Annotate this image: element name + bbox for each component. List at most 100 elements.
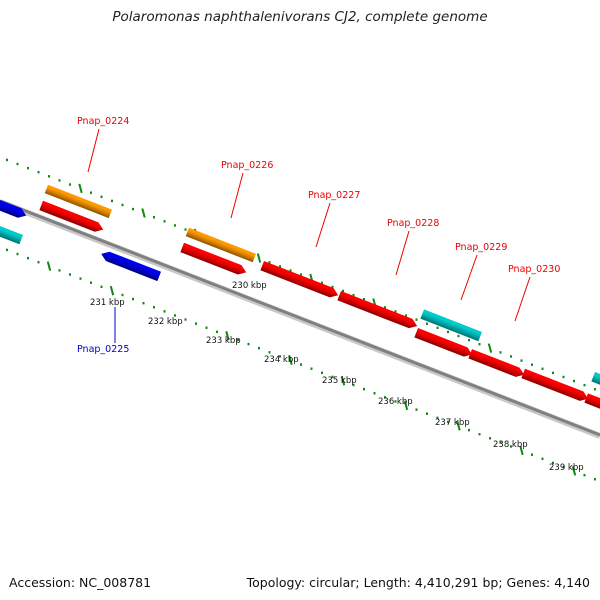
- gene-label-pointer: [230, 172, 244, 219]
- genome-summary-text: Topology: circular; Length: 4,410,291 bp…: [246, 575, 590, 590]
- scale-label: 237 kbp: [435, 418, 470, 428]
- lower-scale-minor-tick: [247, 342, 250, 346]
- upper-scale-minor-tick: [37, 171, 40, 174]
- lower-scale-major-tick: [571, 466, 577, 476]
- lower-scale-minor-tick: [415, 408, 418, 411]
- lower-scale-minor-tick: [321, 371, 323, 374]
- lower-scale-major-tick: [109, 285, 115, 296]
- lower-scale-major-tick: [340, 376, 346, 386]
- upper-scale-minor-tick: [594, 388, 596, 391]
- upper-scale-minor-tick: [289, 269, 292, 272]
- upper-scale-minor-tick: [121, 203, 124, 207]
- upper-scale-minor-tick: [16, 162, 19, 166]
- upper-scale-minor-tick: [342, 289, 344, 293]
- scale-label: 230 kbp: [232, 281, 267, 291]
- lower-scale-major-tick: [456, 421, 461, 431]
- scale-label: 234 kbp: [264, 355, 299, 365]
- upper-scale-minor-tick: [573, 379, 575, 383]
- upper-scale-minor-tick: [520, 359, 523, 362]
- lower-scale-minor-tick: [132, 297, 134, 301]
- lower-scale-minor-tick: [153, 306, 155, 309]
- lower-scale-minor-tick: [373, 392, 376, 395]
- gene-feature-red: [39, 200, 104, 232]
- upper-scale-minor-tick: [405, 314, 407, 317]
- lower-scale-minor-tick: [163, 310, 166, 313]
- lower-scale-minor-tick: [447, 420, 449, 424]
- lower-scale-minor-tick: [352, 383, 355, 387]
- scale-label: 239 kbp: [549, 463, 584, 473]
- scale-label: 238 kbp: [493, 440, 528, 450]
- accession-text: Accession: NC_008781: [9, 575, 152, 590]
- gene-label: Pnap_0227: [308, 190, 360, 201]
- upper-scale-minor-tick: [447, 330, 449, 334]
- gene-feature-red: [521, 368, 589, 401]
- gene-label-pointer: [87, 128, 100, 173]
- gene-feature-red: [584, 393, 600, 409]
- scale-label: 236 kbp: [378, 397, 413, 407]
- scale-label: 232 kbp: [148, 317, 183, 327]
- lower-scale-minor-tick: [121, 293, 124, 297]
- lower-scale-minor-tick: [258, 347, 260, 350]
- gene-feature-orange: [185, 227, 256, 263]
- lower-scale-minor-tick: [58, 269, 61, 272]
- lower-scale-minor-tick: [237, 338, 239, 342]
- upper-scale-minor-tick: [153, 216, 155, 219]
- lower-scale-minor-tick: [16, 252, 19, 256]
- upper-scale-minor-tick: [436, 326, 439, 330]
- upper-scale-minor-tick: [562, 375, 565, 379]
- lower-scale-minor-tick: [331, 375, 334, 379]
- gene-label: Pnap_0229: [455, 242, 507, 253]
- gene-feature-cyan: [0, 226, 23, 245]
- gene-label: Pnap_0225: [77, 344, 129, 355]
- gene-feature-cyan: [591, 372, 600, 385]
- upper-scale-minor-tick: [268, 261, 271, 264]
- lower-scale-minor-tick: [6, 248, 8, 252]
- lower-scale-minor-tick: [531, 453, 533, 456]
- upper-scale-minor-tick: [394, 310, 397, 313]
- lower-scale-minor-tick: [468, 428, 470, 432]
- upper-scale-minor-tick: [552, 371, 554, 375]
- lower-scale-major-tick: [288, 355, 293, 366]
- lower-scale-minor-tick: [426, 412, 428, 415]
- gene-label-pointer: [460, 254, 478, 301]
- upper-scale-minor-tick: [352, 293, 355, 297]
- upper-scale-minor-tick: [279, 265, 281, 268]
- lower-scale-minor-tick: [142, 301, 145, 305]
- lower-scale-minor-tick: [541, 457, 544, 460]
- upper-scale-minor-tick: [300, 273, 302, 276]
- upper-scale-minor-tick: [100, 195, 103, 198]
- lower-scale-minor-tick: [310, 367, 313, 370]
- lower-scale-minor-tick: [216, 330, 218, 334]
- lower-scale-minor-tick: [184, 318, 187, 321]
- upper-scale-minor-tick: [478, 343, 481, 346]
- upper-scale-minor-tick: [468, 338, 470, 342]
- gene-feature-red: [414, 328, 473, 357]
- upper-scale-minor-tick: [331, 285, 334, 289]
- gene-label-pointer: [395, 230, 410, 276]
- lower-scale-minor-tick: [100, 285, 103, 288]
- gene-feature-red: [260, 260, 339, 298]
- upper-scale-minor-tick: [90, 191, 92, 194]
- gene-feature-blue: [101, 251, 161, 282]
- lower-scale-minor-tick: [562, 465, 565, 469]
- scale-label: 231 kbp: [90, 298, 125, 308]
- lower-scale-major-tick: [225, 330, 230, 341]
- upper-scale-minor-tick: [457, 334, 460, 338]
- lower-scale-minor-tick: [510, 445, 512, 448]
- upper-scale-minor-tick: [583, 383, 586, 387]
- gene-feature-red: [468, 349, 525, 377]
- lower-scale-minor-tick: [174, 314, 176, 317]
- upper-scale-minor-tick: [363, 297, 365, 301]
- upper-scale-major-tick: [487, 343, 493, 353]
- lower-scale-minor-tick: [478, 433, 481, 436]
- gene-label-pointer: [514, 276, 531, 322]
- lower-scale-minor-tick: [90, 281, 92, 284]
- upper-scale-minor-tick: [499, 351, 502, 354]
- lower-scale-minor-tick: [37, 261, 40, 264]
- gene-feature-orange: [44, 184, 113, 219]
- upper-scale-minor-tick: [58, 179, 61, 182]
- upper-scale-minor-tick: [6, 158, 8, 162]
- upper-scale-minor-tick: [531, 363, 533, 366]
- upper-scale-minor-tick: [184, 228, 187, 231]
- lower-scale-minor-tick: [205, 326, 208, 329]
